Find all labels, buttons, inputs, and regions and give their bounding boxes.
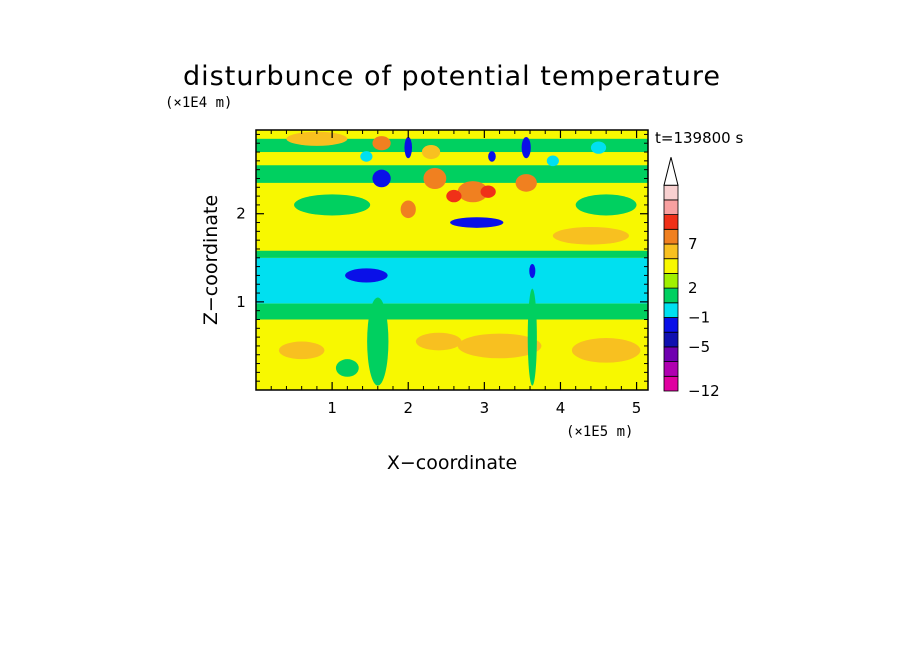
contour-blob-12 <box>423 167 447 190</box>
contour-blob-13 <box>457 181 489 203</box>
contour-blob-30 <box>335 359 359 377</box>
x-tick-label-4: 5 <box>632 399 642 417</box>
contour-blob-14 <box>515 174 537 192</box>
contour-blob-26 <box>294 194 371 216</box>
contour-blobs <box>278 131 641 386</box>
contour-blob-24 <box>552 226 629 245</box>
plot-frame <box>255 129 649 391</box>
contour-band-0 <box>256 257 648 304</box>
contour-blob-15 <box>372 136 391 151</box>
contour-band-1 <box>256 303 648 320</box>
contour-blob-5 <box>345 268 388 283</box>
contour-blob-32 <box>546 155 559 167</box>
colorbar-segment-4 <box>663 317 679 333</box>
contour-blob-16 <box>421 144 441 160</box>
contour-blob-19 <box>400 200 416 219</box>
colorbar-segment-9 <box>663 243 679 260</box>
colorbar-label-3: −5 <box>688 338 710 356</box>
contour-blob-11 <box>488 151 496 162</box>
contour-blob-27 <box>575 194 637 216</box>
contour-blob-20 <box>457 333 542 359</box>
colorbar-extend-arrow <box>663 157 679 186</box>
x-tick-label-2: 3 <box>480 399 490 417</box>
colorbar-segment-8 <box>663 258 679 274</box>
contour-blob-6 <box>450 217 504 228</box>
colorbar-segment-2 <box>663 346 679 362</box>
colorbar-segment-3 <box>663 331 679 348</box>
x-tick-label-1: 2 <box>403 399 413 417</box>
contour-blob-7 <box>529 263 536 279</box>
colorbar-segment-5 <box>663 302 679 318</box>
contour-blob-10 <box>521 137 531 159</box>
contour-blob-33 <box>590 141 607 154</box>
chart-title: disturbunce of potential temperature <box>183 61 721 92</box>
colorbar-label-1: 2 <box>688 279 698 297</box>
y-axis: 12 <box>236 133 648 382</box>
contour-blob-8 <box>372 169 391 188</box>
contour-blob-23 <box>278 341 325 360</box>
colorbar-segment-6 <box>663 287 679 304</box>
contour-blob-22 <box>415 332 462 351</box>
contour-blob-9 <box>404 137 413 159</box>
contour-blob-28 <box>527 288 537 386</box>
contour-blob-29 <box>367 297 389 386</box>
x-axis: 1 2 3 4 5 <box>270 130 642 417</box>
colorbar-segment-7 <box>663 272 679 289</box>
colorbar-label-2: −1 <box>688 309 710 327</box>
contour-band-4 <box>256 138 648 153</box>
colorbar-label-4: −12 <box>688 382 720 400</box>
x-unit-label: (×1E5 m) <box>566 424 633 440</box>
x-tick-label-3: 4 <box>556 399 566 417</box>
contour-bands <box>256 138 648 320</box>
colorbar: 7 2 −1 −5 −12 <box>663 157 720 400</box>
contour-blob-21 <box>571 338 641 363</box>
time-label: t=139800 s <box>655 129 743 147</box>
plot-area <box>256 130 648 390</box>
y-axis-label: Z−coordinate <box>200 195 222 325</box>
x-tick-label-0: 1 <box>327 399 337 417</box>
y-unit-label: (×1E4 m) <box>165 95 232 111</box>
y-tick-label-1: 2 <box>236 205 246 223</box>
colorbar-segment-12 <box>663 199 679 215</box>
colorbar-label-0: 7 <box>688 235 698 253</box>
contour-band-3 <box>256 165 648 183</box>
colorbar-segment-1 <box>663 361 679 377</box>
contour-blob-31 <box>360 151 373 162</box>
contour-band-2 <box>256 250 648 258</box>
colorbar-segment-11 <box>663 214 679 230</box>
contour-blob-18 <box>480 185 496 198</box>
colorbar-segment-10 <box>663 228 679 245</box>
contour-blob-17 <box>446 189 462 203</box>
x-axis-label: X−coordinate <box>387 452 517 474</box>
colorbar-segment-13 <box>663 184 679 201</box>
y-tick-label-0: 1 <box>236 293 246 311</box>
colorbar-segment-0 <box>663 375 679 392</box>
